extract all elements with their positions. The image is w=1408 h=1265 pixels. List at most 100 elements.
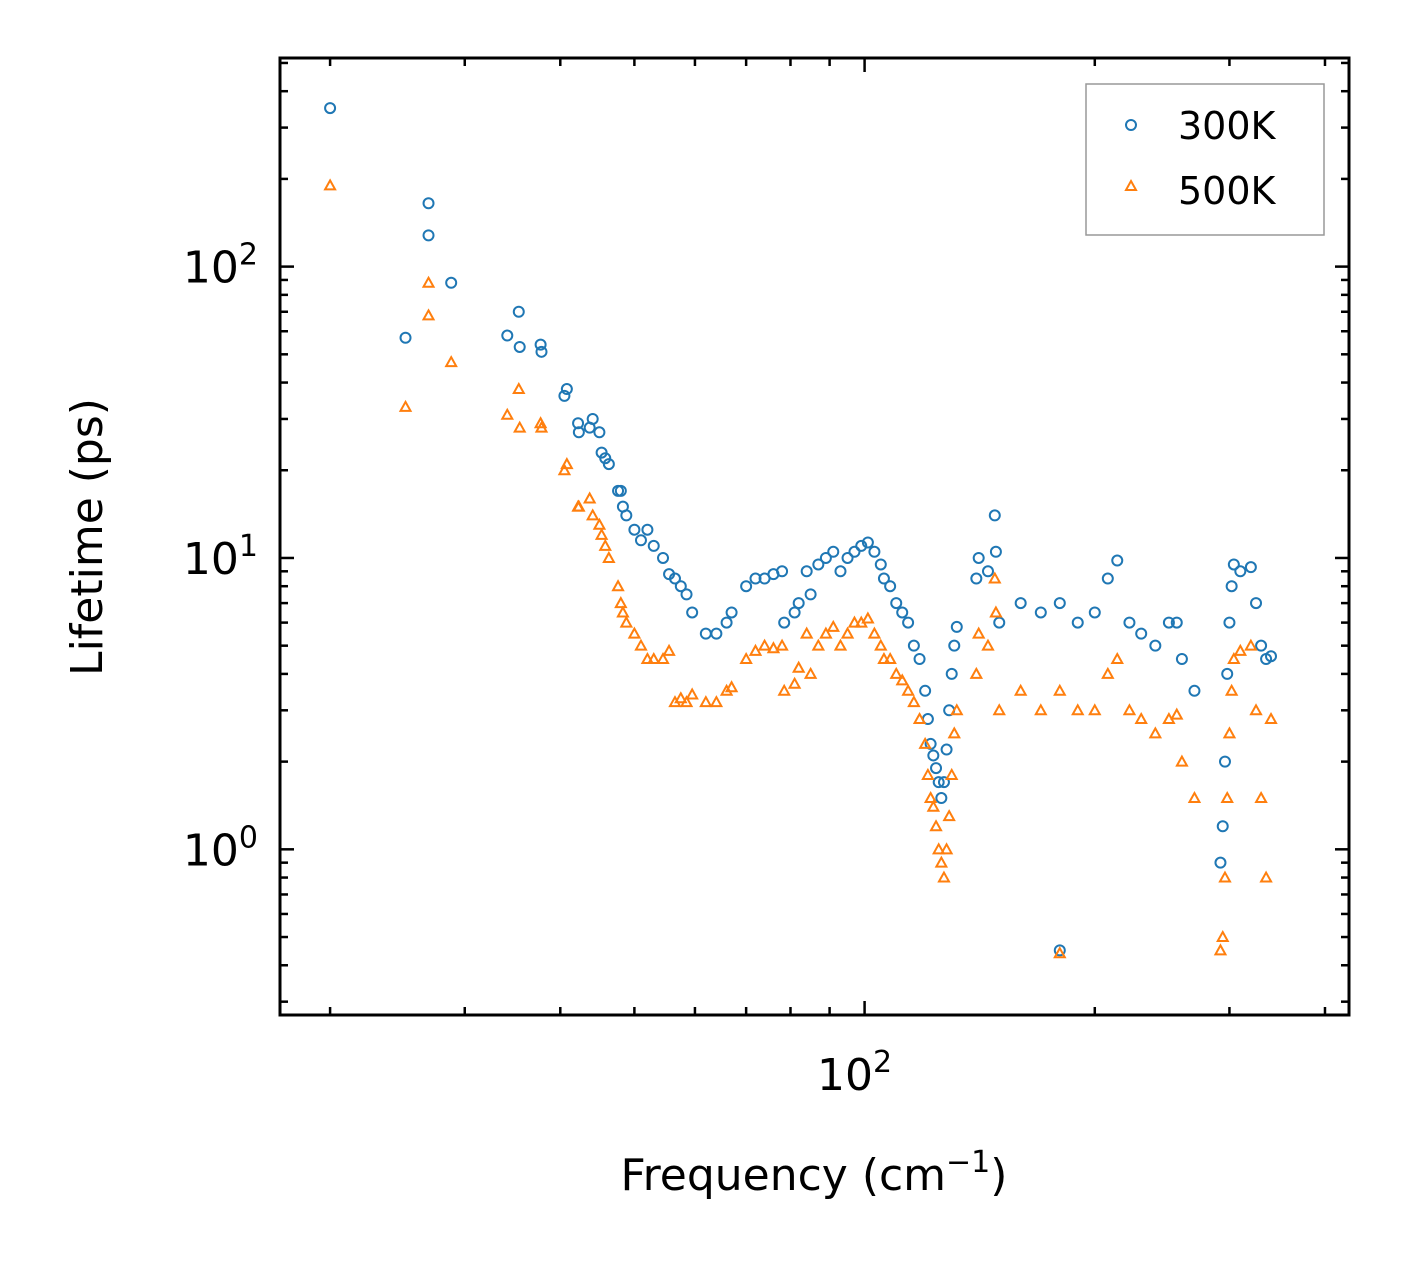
point-300k	[1214, 856, 1227, 869]
point-300k	[1218, 755, 1231, 768]
point-300k	[1221, 667, 1234, 680]
point-500k	[929, 819, 943, 832]
point-300k	[1088, 606, 1101, 619]
point-300k	[913, 653, 926, 666]
point-500k	[323, 178, 337, 191]
point-500k	[926, 799, 941, 812]
point-500k	[799, 626, 814, 639]
point-300k	[593, 426, 606, 439]
point-300k	[919, 684, 932, 697]
point-500k	[1071, 703, 1085, 716]
point-500k	[895, 673, 909, 686]
point-500k	[988, 571, 1002, 584]
point-500k	[1170, 707, 1184, 720]
point-300k	[1111, 554, 1124, 567]
point-500k	[739, 651, 753, 665]
point-300k	[1188, 684, 1201, 697]
point-300k	[877, 572, 890, 585]
point-500k	[616, 605, 630, 618]
point-500k	[937, 870, 951, 883]
point-500k	[981, 638, 995, 651]
point-300k	[1170, 616, 1183, 629]
point-300k	[1162, 616, 1175, 629]
point-300k	[501, 329, 514, 342]
point-500k	[594, 527, 609, 540]
point-300k	[1265, 650, 1278, 663]
point-500k	[934, 855, 949, 868]
point-500k	[945, 767, 959, 780]
point-300k	[558, 389, 571, 402]
point-300k	[720, 616, 733, 629]
point-500k	[1053, 683, 1067, 696]
point-500k	[1264, 711, 1278, 725]
point-500k	[877, 651, 891, 665]
point-500k	[1148, 726, 1163, 739]
point-500k	[533, 416, 548, 429]
point-300k	[884, 580, 897, 593]
point-500k	[614, 596, 628, 609]
point-500k	[921, 767, 935, 780]
point-500k	[513, 420, 527, 433]
point-500k	[942, 809, 956, 822]
point-500k	[1213, 943, 1228, 956]
point-300k	[668, 572, 681, 585]
point-500k	[1244, 638, 1258, 651]
point-500k	[950, 703, 964, 716]
legend: 300K 500K	[1085, 83, 1325, 236]
point-300k	[740, 580, 753, 593]
point-300k	[1255, 639, 1268, 652]
point-500k	[787, 676, 802, 689]
point-500k	[1101, 666, 1115, 679]
legend-300k-marker	[1125, 119, 1137, 131]
legend-box	[1085, 83, 1325, 236]
point-500k	[647, 651, 661, 665]
point-300k	[1053, 597, 1066, 610]
point-500k	[912, 711, 927, 725]
point-500k	[1249, 703, 1263, 716]
point-500k	[679, 695, 694, 708]
point-500k	[748, 643, 763, 656]
point-500k	[662, 643, 676, 656]
point-500k	[592, 517, 607, 530]
point-500k	[969, 666, 984, 679]
point-500k	[1134, 711, 1148, 725]
point-300k	[989, 545, 1002, 558]
data-points	[323, 102, 1278, 959]
point-500k	[674, 691, 688, 704]
point-500k	[512, 381, 526, 395]
point-300k	[937, 776, 950, 789]
point-300k	[512, 305, 525, 318]
point-300k	[422, 229, 435, 242]
point-500k	[1224, 683, 1239, 696]
point-500k	[777, 683, 791, 696]
point-300k	[680, 588, 693, 601]
point-500k	[992, 703, 1006, 716]
point-500k	[557, 463, 572, 476]
point-300k	[927, 749, 940, 762]
point-500k	[582, 491, 597, 504]
point-300k	[602, 458, 615, 471]
point-300k	[620, 509, 633, 522]
point-300k	[535, 345, 548, 358]
point-300k	[855, 539, 868, 552]
point-500k	[1218, 870, 1232, 883]
point-300k	[422, 197, 435, 210]
point-500k	[709, 695, 724, 708]
point-500k	[1088, 703, 1102, 716]
point-300k	[907, 639, 920, 652]
point-300k	[1250, 597, 1263, 610]
y-tick-label: 100	[183, 820, 258, 876]
point-300k	[599, 452, 612, 465]
point-500k	[811, 638, 826, 651]
point-300k	[657, 551, 670, 564]
point-500k	[1259, 870, 1273, 883]
point-300k	[513, 340, 526, 353]
point-300k	[634, 534, 647, 547]
point-300k	[1223, 616, 1236, 629]
point-300k	[560, 383, 573, 396]
point-500k	[819, 626, 833, 639]
point-300k	[819, 551, 832, 564]
point-300k	[445, 276, 458, 289]
point-500k	[775, 638, 789, 651]
point-500k	[757, 638, 772, 651]
